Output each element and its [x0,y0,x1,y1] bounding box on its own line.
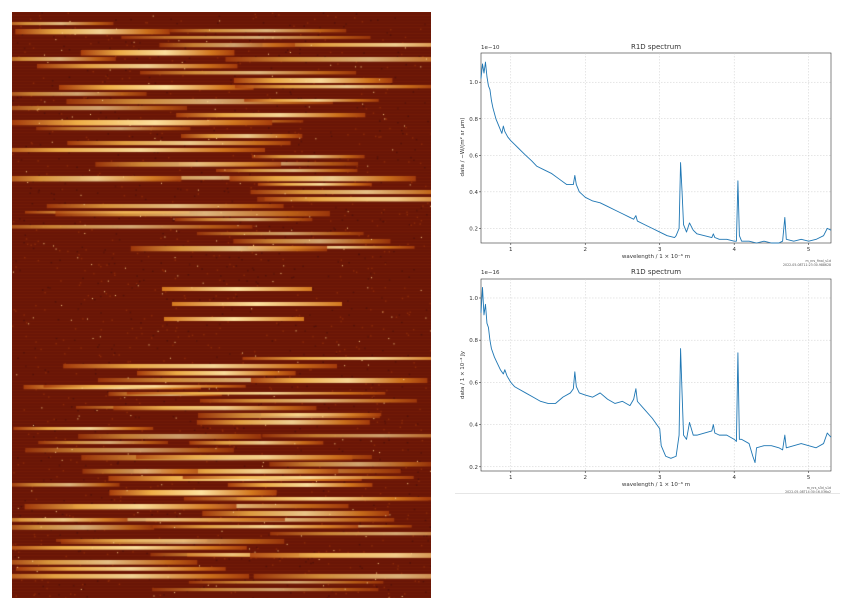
chart-1-x-axis-label: wavelength / 1 × 10⁻⁶ m [622,253,690,260]
chart-2-series-line [480,286,832,464]
chart-2-x-tick-label: 2 [584,475,588,481]
chart-2-y-tick-label: 0.6 [469,380,478,386]
chart-1-y-axis-label: data / −W/(m² sr μm) [459,118,466,177]
chart-1-ticks: 1 2 3 4 5 0.2 0.4 0.6 0.8 1.0 [469,80,811,253]
chart-1-x-tick-label: 3 [658,247,662,253]
chart-2-footnote-line-1: m_nrs_s3d_s1d [807,486,831,490]
chart-1-x-tick-label: 5 [807,247,811,253]
chart-1-y-tick-label: 0.4 [469,190,478,196]
chart-1-y-tick-label: 1.0 [469,80,478,86]
chart-1-y-tick-label: 0.6 [469,153,478,159]
chart-1-plot-area [480,52,832,244]
chart-1-title: R1D spectrum [631,43,681,51]
chart-1-y-tick-label: 0.8 [469,117,478,123]
chart-2-y-tick-label: 1.0 [469,296,478,302]
chart-2-y-tick-label: 0.8 [469,338,478,344]
chart-2-scale-note: 1e−16 [481,270,500,276]
chart-2-frame [480,278,832,472]
chart-2-footnote-line-2: 2022-05-08T14:30:16.036a2 [785,490,831,494]
chart-2-y-tick-label: 0.4 [469,423,478,429]
chart-2-y-axis-label: data / 1 × 10⁻² Jy [459,350,466,399]
chart-1-x-tick-label: 1 [509,247,513,253]
chart-1: R1D spectrum 1e−10 1 2 3 4 50.20.40.60.81.0 … [459,43,832,267]
chart-2-x-tick-label: 4 [732,475,736,481]
chart-2-x-axis-label: wavelength / 1 × 10⁻⁶ m [622,481,690,488]
chart-1-x-tick-label: 4 [732,247,736,253]
chart-2-ticks: 1 2 3 4 5 0.2 0.4 0.6 0.8 1.0 [469,296,811,481]
chart-2-title: R1D spectrum [631,268,681,276]
chart-2: R1D spectrum 1e−16 1 2 3 4 50.20.40.60.81.0 … [459,268,832,494]
chart-1-frame [480,52,832,244]
chart-2-y-tick-label: 0.2 [469,465,478,471]
chart-1-scale-note: 1e−10 [481,45,500,51]
chart-2-x-tick-label: 3 [658,475,662,481]
chart-1-footnote-line-1: m_nrs_final_s1d [806,259,831,263]
detector-2d-image [12,12,431,598]
chart-1-series-line [480,61,832,244]
chart-2-x-tick-label: 1 [509,475,513,481]
chart-1-x-tick-label: 2 [584,247,588,253]
chart-2-plot-area [480,278,832,472]
chart-1-footnote-line-2: 2022-05-08T11:23:30.988628 [783,263,831,267]
chart-1-y-tick-label: 0.2 [469,226,478,232]
chart-2-x-tick-label: 5 [807,475,811,481]
panel-separator [455,493,840,494]
